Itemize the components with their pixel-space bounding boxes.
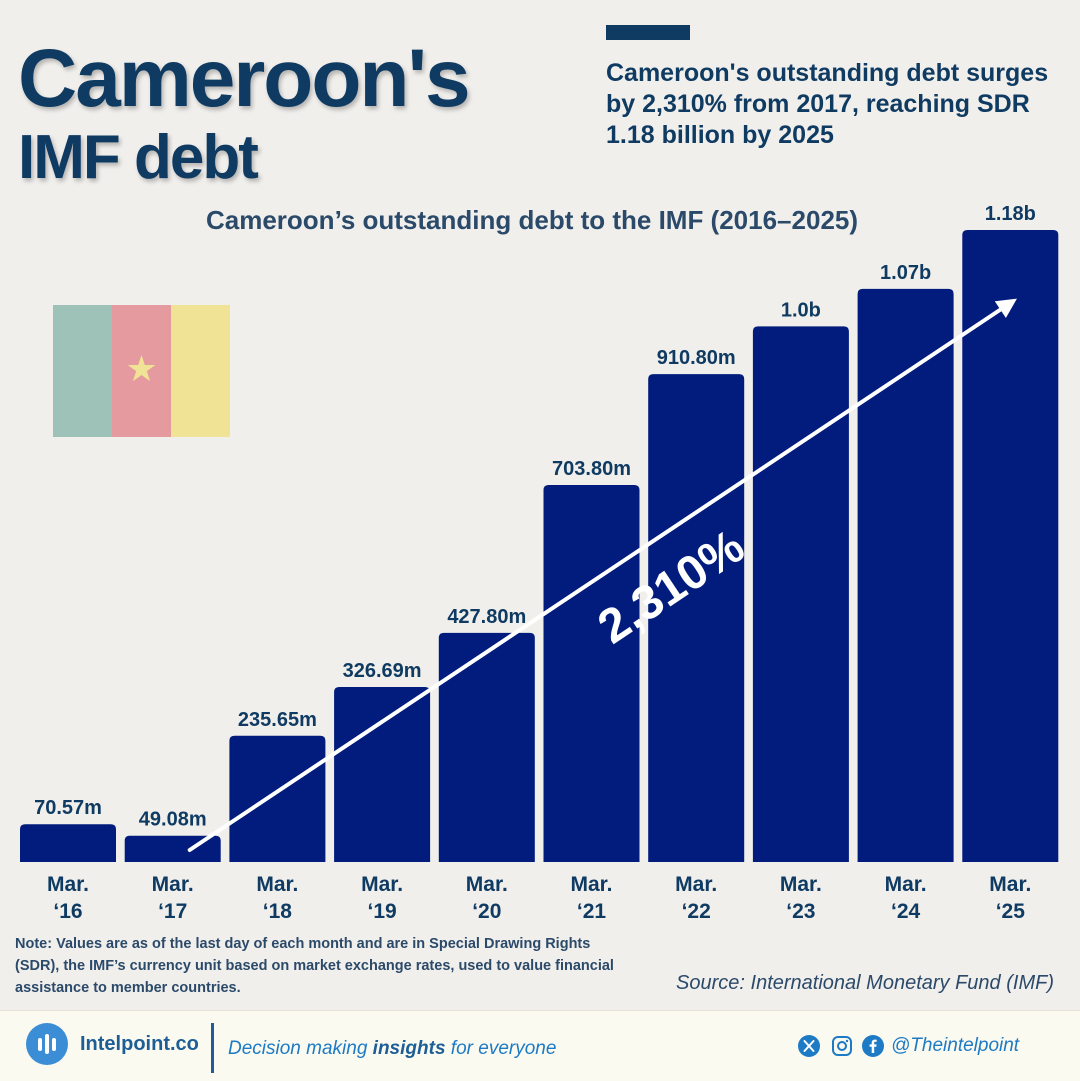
x-tick-line: ‘19 xyxy=(367,900,396,923)
chart-source: Source: International Monetary Fund (IMF… xyxy=(676,972,1054,994)
chart-note: Note: Values are as of the last day of e… xyxy=(15,936,614,996)
headline-accent-bar xyxy=(606,25,690,40)
x-icon[interactable] xyxy=(798,1035,820,1057)
flag-red-stripe: ★ xyxy=(112,305,171,437)
x-tick-label: Mar. ‘17 xyxy=(152,873,194,923)
data-label: 70.57m xyxy=(34,797,102,819)
tagline-start: Decision making xyxy=(228,1038,373,1059)
data-label: 427.80m xyxy=(447,606,526,628)
facebook-icon[interactable] xyxy=(862,1035,884,1057)
intelpoint-logo-icon xyxy=(26,1023,68,1065)
x-tick-label: Mar. ‘20 xyxy=(466,873,508,923)
data-label: 1.18b xyxy=(985,203,1036,225)
x-tick-line: ‘24 xyxy=(891,900,921,923)
x-tick-line: Mar. xyxy=(256,873,298,896)
tagline-end: for everyone xyxy=(445,1038,557,1059)
bar xyxy=(20,824,116,862)
x-tick-line: Mar. xyxy=(675,873,717,896)
x-tick-line: Mar. xyxy=(885,873,927,896)
bar xyxy=(543,485,640,862)
cameroon-flag: ★ xyxy=(53,305,230,437)
footer-divider xyxy=(211,1023,214,1073)
x-tick-label: Mar. ‘22 xyxy=(675,873,717,923)
x-tick-line: ‘20 xyxy=(472,900,501,923)
x-tick-line: Mar. xyxy=(466,873,508,896)
data-label: 1.0b xyxy=(781,299,821,321)
star-icon: ★ xyxy=(125,348,158,389)
x-tick-line: Mar. xyxy=(47,873,89,896)
bar xyxy=(857,288,954,862)
brand-name[interactable]: Intelpoint.co xyxy=(80,1033,199,1055)
chart-title: Cameroon’s outstanding debt to the IMF (… xyxy=(205,205,859,235)
x-tick-label: Mar. ‘18 xyxy=(256,873,298,923)
bar xyxy=(438,632,535,862)
footer: Intelpoint.co Decision making insights f… xyxy=(0,1010,1080,1081)
x-tick-line: ‘18 xyxy=(263,900,293,923)
bar xyxy=(124,835,221,862)
page-title-line-1: Cameroon's xyxy=(18,33,471,124)
x-tick-line: ‘22 xyxy=(682,900,711,923)
x-tick-label: Mar. ‘16 xyxy=(47,873,89,923)
x-tick-line: ‘17 xyxy=(158,900,187,923)
x-tick-label: Mar. ‘21 xyxy=(570,873,612,923)
x-tick-label: Mar. ‘25 xyxy=(989,873,1031,923)
bar xyxy=(334,687,431,862)
growth-arrow xyxy=(187,298,1017,852)
bar xyxy=(229,735,326,862)
x-tick-line: Mar. xyxy=(989,873,1031,896)
bar xyxy=(962,230,1059,862)
x-tick-line: ‘23 xyxy=(786,900,815,923)
x-tick-line: Mar. xyxy=(152,873,194,896)
data-label: 49.08m xyxy=(139,809,207,831)
x-tick-line: ‘16 xyxy=(53,900,82,923)
instagram-icon[interactable] xyxy=(831,1035,853,1057)
bar xyxy=(752,326,849,863)
data-label: 326.69m xyxy=(343,660,422,682)
social-handle[interactable]: @Theintelpoint xyxy=(891,1035,1020,1056)
x-tick-line: Mar. xyxy=(361,873,403,896)
data-label: 1.07b xyxy=(880,262,931,284)
x-tick-line: Mar. xyxy=(780,873,822,896)
tagline: Decision making insights for everyone xyxy=(228,1038,556,1060)
x-tick-label: Mar. ‘24 xyxy=(885,873,927,923)
x-tick-line: ‘25 xyxy=(996,900,1026,923)
x-tick-line: Mar. xyxy=(570,873,612,896)
x-tick-label: Mar. ‘23 xyxy=(780,873,822,923)
flag-yellow-stripe xyxy=(171,305,230,437)
data-label: 910.80m xyxy=(657,347,736,369)
x-tick-label: Mar. ‘19 xyxy=(361,873,403,923)
page-title-line-2: IMF debt xyxy=(18,123,259,192)
x-tick-line: ‘21 xyxy=(577,900,607,923)
data-label: 235.65m xyxy=(238,709,317,731)
headline: Cameroon's outstanding debt surges by 2,… xyxy=(606,59,1049,149)
tagline-emphasis: insights xyxy=(372,1038,446,1059)
flag-green-stripe xyxy=(53,305,112,437)
data-label: 703.80m xyxy=(552,458,631,480)
